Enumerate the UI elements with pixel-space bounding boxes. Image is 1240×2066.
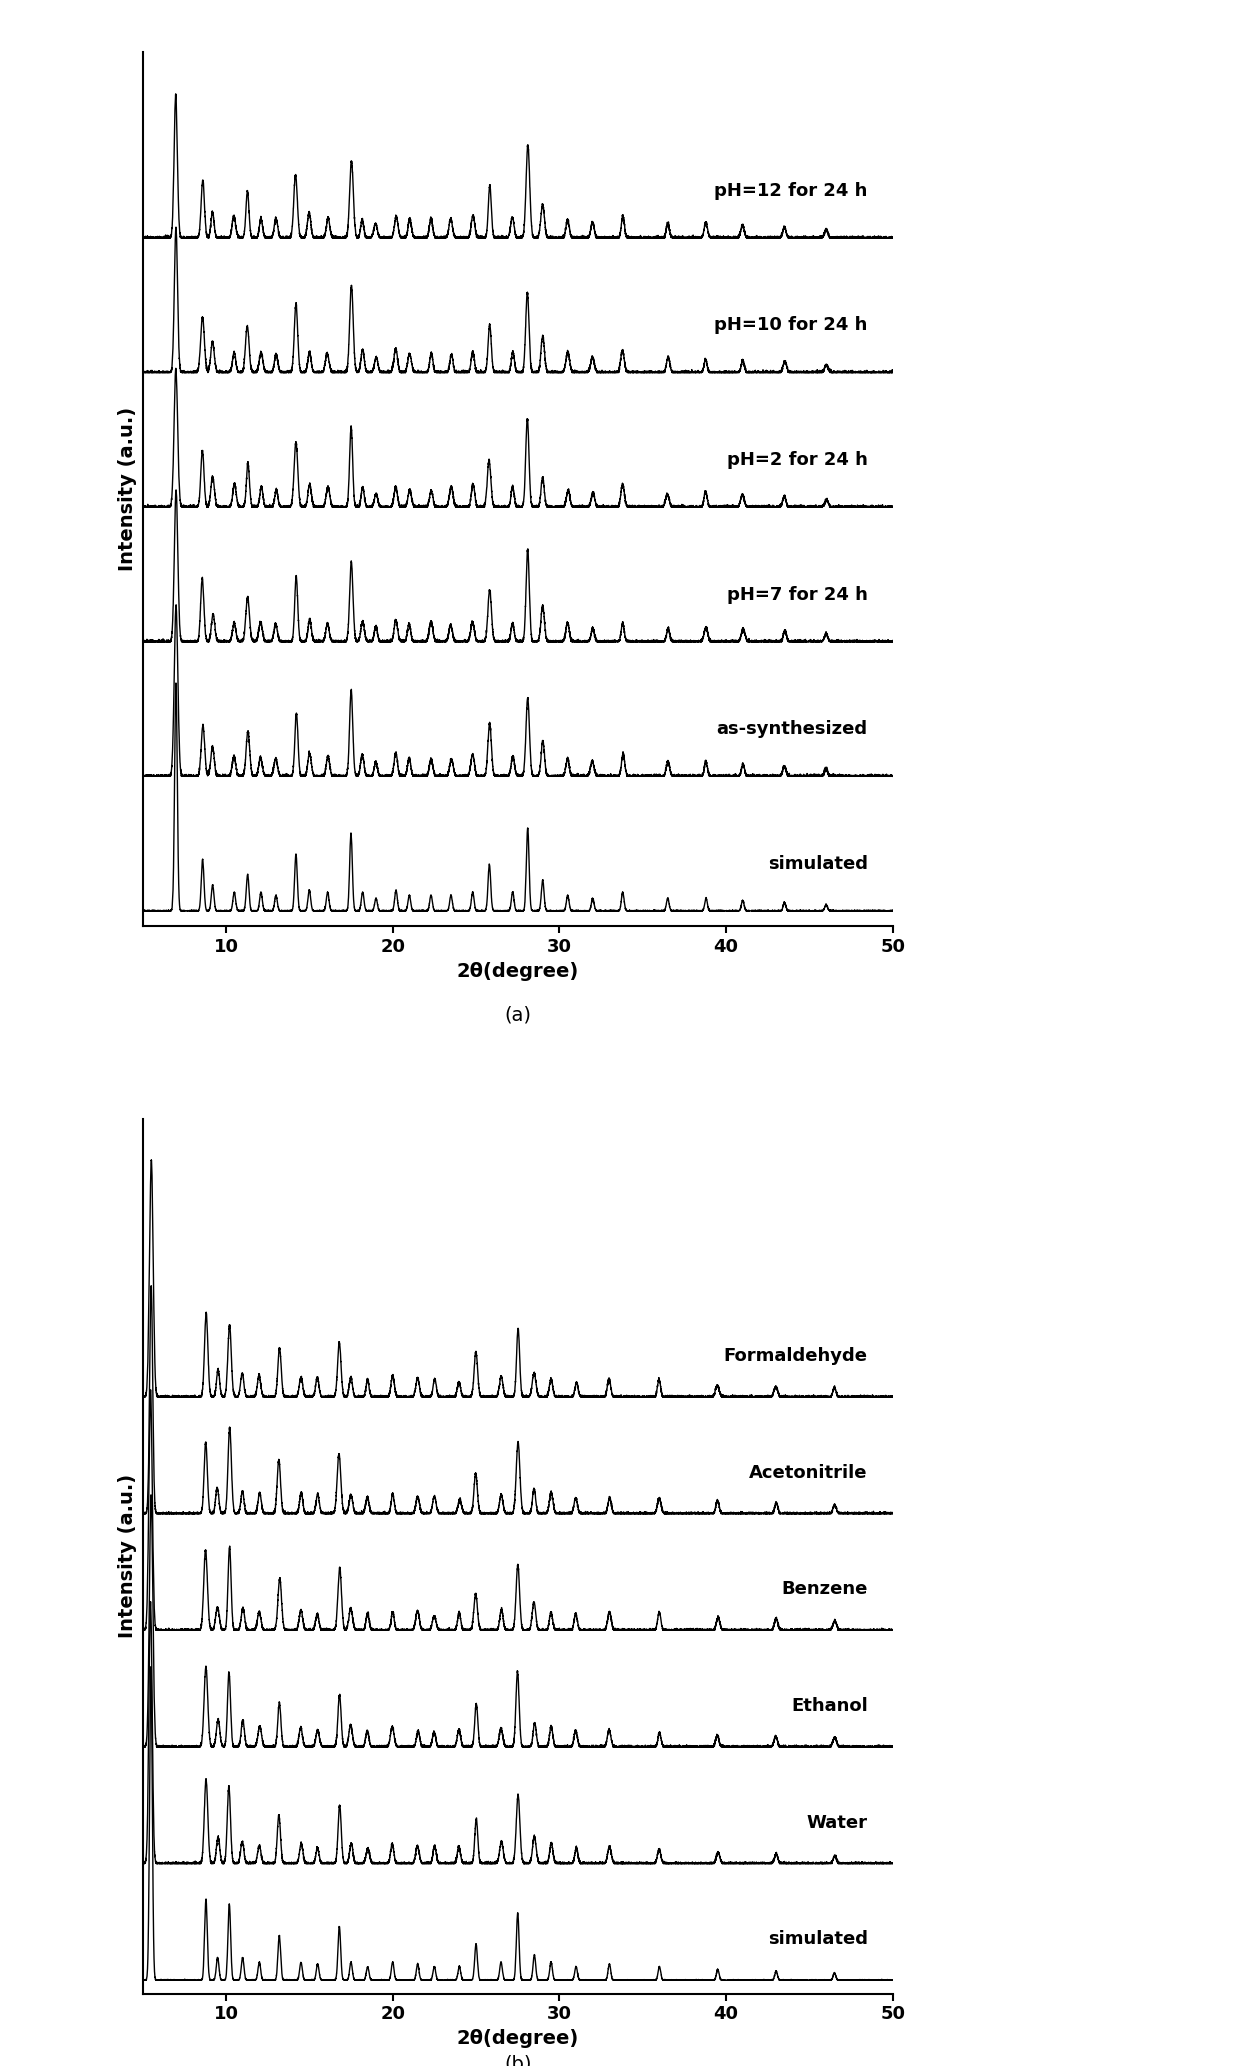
Text: pH=12 for 24 h: pH=12 for 24 h bbox=[714, 182, 868, 200]
Y-axis label: Intensity (a.u.): Intensity (a.u.) bbox=[118, 407, 138, 570]
X-axis label: 2θ(degree): 2θ(degree) bbox=[456, 2029, 579, 2047]
Text: Acetonitrile: Acetonitrile bbox=[749, 1465, 868, 1481]
Text: (a): (a) bbox=[505, 1006, 531, 1025]
Text: pH=7 for 24 h: pH=7 for 24 h bbox=[727, 585, 868, 603]
Text: Formaldehyde: Formaldehyde bbox=[724, 1347, 868, 1366]
Text: Benzene: Benzene bbox=[781, 1580, 868, 1599]
Y-axis label: Intensity (a.u.): Intensity (a.u.) bbox=[118, 1475, 138, 1638]
Text: simulated: simulated bbox=[768, 1930, 868, 1948]
Text: pH=2 for 24 h: pH=2 for 24 h bbox=[727, 450, 868, 469]
Text: Water: Water bbox=[807, 1814, 868, 1833]
Text: simulated: simulated bbox=[768, 855, 868, 872]
Text: pH=10 for 24 h: pH=10 for 24 h bbox=[714, 316, 868, 335]
Text: Ethanol: Ethanol bbox=[791, 1696, 868, 1715]
Text: as-synthesized: as-synthesized bbox=[717, 721, 868, 738]
Text: (b): (b) bbox=[503, 2056, 532, 2066]
X-axis label: 2θ(degree): 2θ(degree) bbox=[456, 963, 579, 981]
